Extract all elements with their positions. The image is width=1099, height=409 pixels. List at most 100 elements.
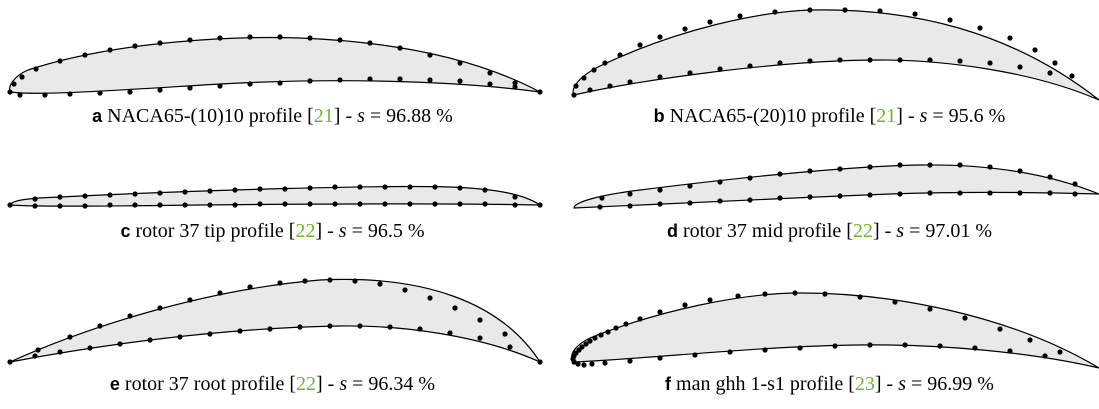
profile-point [692, 352, 698, 358]
profile-point [67, 334, 73, 340]
profile-point [282, 201, 288, 207]
profile-point [382, 184, 388, 190]
profile-point [57, 194, 63, 200]
caption-d-ref[interactable]: 22 [852, 220, 873, 242]
caption-f-letter: f [665, 374, 672, 394]
profile-point [717, 179, 723, 185]
profile-point [132, 202, 138, 208]
profile-f [570, 290, 1099, 369]
caption-a-ref[interactable]: 21 [313, 105, 334, 127]
caption-d-s-var: s [896, 220, 905, 242]
profile-point [605, 329, 611, 335]
profile-point [127, 313, 133, 319]
caption-f-ref[interactable]: 23 [854, 373, 875, 395]
profile-point [512, 80, 518, 86]
panel-e: e rotor 37 root profile [22] - s = 96.34… [0, 270, 545, 409]
profile-point [427, 295, 433, 301]
profile-point [217, 290, 223, 296]
caption-b-ref[interactable]: 21 [876, 105, 897, 127]
profile-point [397, 45, 403, 51]
profile-point [657, 201, 663, 207]
profile-point [627, 191, 633, 197]
profile-point [987, 60, 993, 66]
profile-point [382, 201, 388, 207]
profile-point [457, 201, 463, 207]
profile-point [592, 335, 598, 341]
caption-b-label: NACA65-(20)10 profile [ [669, 105, 877, 127]
profile-point [599, 195, 605, 201]
profile-point [207, 202, 213, 208]
profile-point [97, 323, 103, 329]
profile-point [397, 76, 403, 82]
profile-point [617, 52, 623, 58]
profile-c-outline [9, 185, 543, 207]
caption-e-ref[interactable]: 22 [296, 373, 316, 395]
profile-point [912, 11, 918, 17]
profile-point [937, 343, 943, 349]
profile-point [257, 201, 263, 207]
profile-point [82, 193, 88, 199]
profile-point [627, 203, 633, 209]
profile-point [157, 305, 163, 311]
profile-point [987, 190, 993, 196]
profile-point [327, 277, 333, 283]
profile-point [477, 317, 483, 323]
profile-point [877, 8, 883, 14]
profile-point [537, 359, 543, 365]
profile-point [107, 202, 113, 208]
profile-point [777, 171, 783, 177]
profile-point [987, 164, 993, 170]
profile-point [657, 309, 663, 315]
profile-point [32, 203, 38, 209]
caption-c: c rotor 37 tip profile [22] - s = 96.5 % [0, 220, 545, 243]
profile-point [1017, 64, 1023, 70]
profile-point [247, 81, 253, 87]
profile-point [187, 37, 193, 43]
profile-point [217, 83, 223, 89]
profile-point [657, 355, 663, 361]
caption-c-ref[interactable]: 22 [295, 220, 316, 242]
profile-point [332, 184, 338, 190]
profile-point [902, 342, 908, 348]
profile-point [302, 278, 308, 284]
profile-point [187, 85, 193, 91]
profile-point [1057, 349, 1063, 355]
profile-point [762, 291, 768, 297]
profile-c-points [7, 184, 543, 209]
profile-point [87, 345, 93, 351]
profile-point [17, 92, 23, 98]
profile-point [657, 34, 663, 40]
profile-point [822, 291, 828, 297]
profile-point [182, 202, 188, 208]
profile-point [452, 305, 458, 311]
profile-point [32, 353, 38, 359]
profile-b-points [571, 7, 1075, 98]
profile-point [1072, 191, 1078, 197]
profile-point [132, 191, 138, 197]
profile-point [867, 57, 873, 63]
profile-point [407, 201, 413, 207]
profile-point [57, 58, 63, 64]
profile-point [182, 189, 188, 195]
profile-point [327, 323, 333, 329]
profile-point [32, 196, 38, 202]
profile-point [957, 190, 963, 196]
profile-point [687, 183, 693, 189]
profile-point [157, 190, 163, 196]
profile-point [747, 63, 753, 69]
profile-point [1047, 174, 1053, 180]
profile-point [777, 60, 783, 66]
profile-point [607, 83, 613, 89]
profile-point [579, 344, 585, 350]
profile-point [447, 330, 453, 336]
profile-point [487, 81, 493, 87]
caption-e-s-var: s [339, 373, 348, 395]
profile-point [687, 70, 693, 76]
profile-point [512, 202, 518, 208]
caption-c-letter: c [120, 221, 131, 241]
panel-f: f man ghh 1-s1 profile [23] - s = 96.99 … [560, 280, 1099, 409]
caption-d-label: rotor 37 mid profile [ [682, 220, 853, 242]
profile-point [507, 344, 513, 350]
profile-point [571, 92, 577, 98]
profile-point [277, 280, 283, 286]
